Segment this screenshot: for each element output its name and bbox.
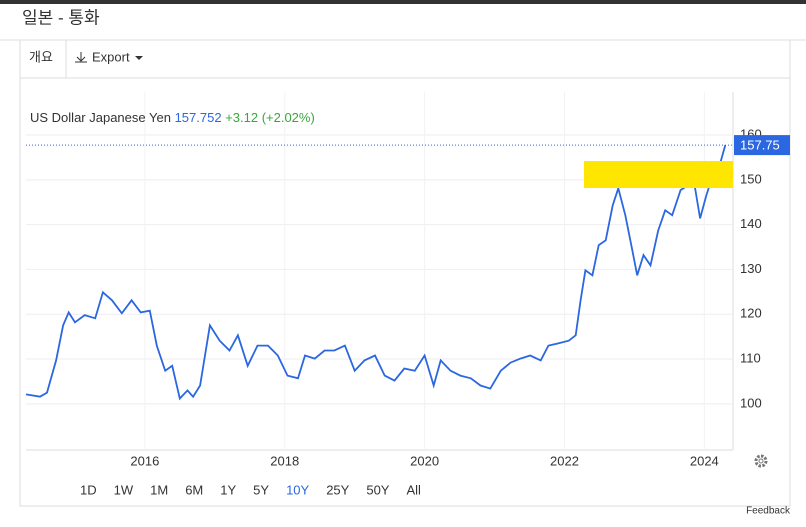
settings-icon[interactable] [754, 454, 768, 468]
range-button[interactable]: 5Y [253, 482, 269, 497]
range-button[interactable]: 6M [185, 482, 203, 497]
price-line [25, 144, 727, 401]
x-tick-label: 2018 [270, 453, 299, 468]
range-button[interactable]: All [406, 482, 421, 497]
range-button[interactable]: 1M [150, 482, 168, 497]
legend-change: +3.12 (+2.02%) [225, 110, 315, 125]
x-tick-label: 2024 [690, 453, 719, 468]
range-button[interactable]: 25Y [326, 482, 349, 497]
top-bar [0, 0, 806, 4]
y-tick-label: 120 [740, 306, 762, 321]
y-tick-label: 130 [740, 261, 762, 276]
dropdown-caret [135, 56, 143, 60]
legend-name: US Dollar Japanese Yen [30, 110, 171, 125]
y-tick-label: 140 [740, 216, 762, 231]
x-tick-label: 2016 [130, 453, 159, 468]
plot [25, 92, 734, 451]
range-button[interactable]: 50Y [366, 482, 389, 497]
range-button[interactable]: 1Y [220, 482, 236, 497]
feedback[interactable]: Feedback [746, 506, 791, 517]
panel [19, 39, 791, 507]
highlight [584, 161, 733, 188]
range-button[interactable]: 1W [114, 482, 134, 497]
last-price-box [734, 135, 790, 156]
x-tick-label: 2022 [550, 453, 579, 468]
y-tick-label: 110 [740, 350, 761, 365]
y-tick-label: 150 [740, 171, 762, 186]
range-button[interactable]: 10Y [286, 482, 309, 497]
range-button[interactable]: 1D [80, 482, 97, 497]
tab[interactable]: Export [92, 49, 130, 64]
x-tick-label: 2020 [410, 453, 439, 468]
y-tick-label: 100 [740, 395, 762, 410]
legend: US Dollar Japanese Yen 157.752 +3.12 (+2… [30, 110, 315, 125]
last-price-label: 157.75 [740, 138, 780, 153]
legend-quote: 157.752 [175, 110, 222, 125]
export-icon [75, 52, 87, 63]
tab[interactable]: 개요 [29, 49, 53, 64]
page-title: 일본 - 통화 [22, 8, 100, 27]
